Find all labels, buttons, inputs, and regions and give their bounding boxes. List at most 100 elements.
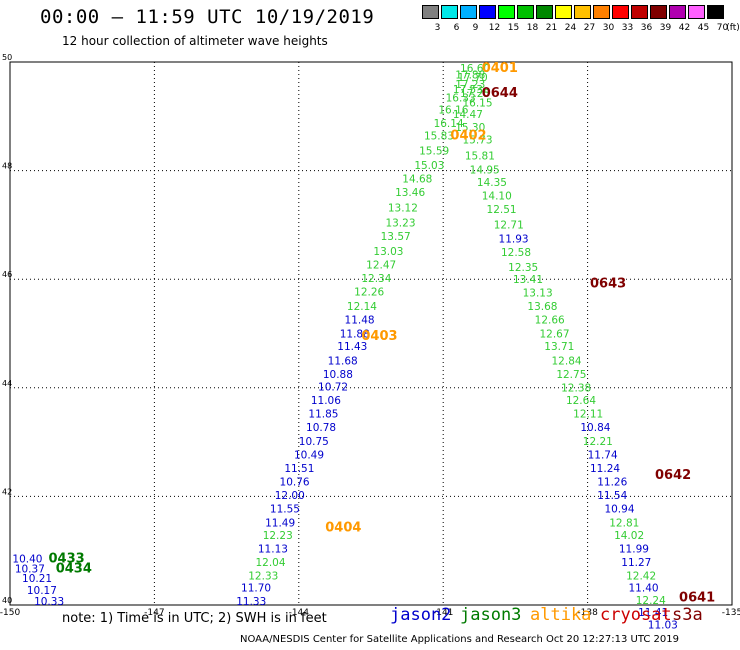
pass-time-label: 0641 bbox=[679, 591, 715, 606]
color-scale-label: 21 bbox=[545, 23, 558, 33]
wave-height-value: 10.94 bbox=[604, 504, 634, 516]
wave-height-value: 13.13 bbox=[523, 288, 553, 300]
color-scale-label: 70 bbox=[716, 23, 729, 33]
color-scale-swatch bbox=[650, 5, 667, 19]
longitude-tick-label: -138 bbox=[577, 608, 598, 618]
color-scale-label: 15 bbox=[507, 23, 520, 33]
wave-height-value: 11.85 bbox=[308, 409, 338, 421]
wave-height-value: 14.35 bbox=[477, 177, 507, 189]
wave-height-value: 11.54 bbox=[597, 490, 627, 502]
wave-height-value: 12.47 bbox=[366, 259, 396, 271]
wave-height-value: 16.16 bbox=[438, 105, 468, 117]
satellite-legend-jason2: jason2 bbox=[390, 605, 452, 625]
wave-height-value: 13.23 bbox=[385, 218, 415, 230]
wave-height-value: 13.03 bbox=[373, 246, 403, 258]
color-scale-swatch bbox=[517, 5, 534, 19]
pass-time-label: 0402 bbox=[450, 129, 486, 144]
wave-height-value: 12.38 bbox=[561, 383, 591, 395]
latitude-tick-label: 48 bbox=[2, 162, 12, 171]
wave-height-value: 15.30 bbox=[455, 122, 485, 134]
latitude-tick-label: 50 bbox=[2, 53, 12, 62]
wave-height-value: 12.51 bbox=[487, 204, 517, 216]
longitude-tick-label: -147 bbox=[144, 608, 164, 618]
wave-height-value: 14.68 bbox=[402, 174, 432, 186]
wave-height-value: 10.84 bbox=[580, 422, 610, 434]
color-scale-label: 33 bbox=[621, 23, 634, 33]
wave-height-value: 12.66 bbox=[535, 315, 565, 327]
wave-height-value: 15.73 bbox=[462, 134, 492, 146]
color-scale-swatch bbox=[460, 5, 477, 19]
wave-height-value: 16.33 bbox=[446, 93, 476, 105]
wave-height-value: 10.72 bbox=[318, 382, 348, 394]
wave-height-value: 11.06 bbox=[311, 395, 341, 407]
wave-height-value: 10.76 bbox=[280, 477, 310, 489]
longitude-tick-label: -144 bbox=[289, 608, 310, 618]
wave-height-value: 12.26 bbox=[354, 286, 384, 298]
wave-height-value: 11.26 bbox=[597, 477, 627, 489]
wave-height-value: 12.23 bbox=[263, 530, 293, 542]
wave-height-value: 12.64 bbox=[566, 395, 596, 407]
latitude-tick-label: 40 bbox=[2, 596, 12, 605]
color-scale-swatch bbox=[631, 5, 648, 19]
wave-height-value: 15.81 bbox=[465, 151, 495, 163]
color-scale-label: 24 bbox=[564, 23, 577, 33]
wave-height-value: 10.49 bbox=[294, 449, 324, 461]
wave-height-value: 17.53 bbox=[453, 84, 483, 96]
wave-height-value: 12.33 bbox=[248, 570, 278, 582]
color-scale-swatch bbox=[422, 5, 439, 19]
longitude-tick-label: -135 bbox=[722, 608, 740, 618]
wave-height-value: 11.48 bbox=[345, 315, 375, 327]
pass-time-label: 0401 bbox=[482, 61, 518, 76]
wave-height-value: 13.12 bbox=[388, 202, 418, 214]
color-scale-label: 36 bbox=[640, 23, 653, 33]
wave-height-value: 12.21 bbox=[583, 436, 613, 448]
wave-height-value: 11.51 bbox=[284, 463, 314, 475]
satellite-legend-jason3: jason3 bbox=[460, 605, 522, 625]
wave-height-value: 12.42 bbox=[626, 570, 656, 582]
wave-height-value: 11.03 bbox=[648, 619, 678, 631]
color-scale-label: 6 bbox=[453, 23, 460, 33]
wave-height-value: 15.59 bbox=[419, 145, 449, 157]
wave-height-value: 17.23 bbox=[455, 79, 485, 91]
pass-time-label: 0644 bbox=[482, 86, 518, 101]
wave-height-value: 10.88 bbox=[323, 369, 353, 381]
wave-height-value: 12.24 bbox=[636, 595, 666, 607]
wave-height-value: 10.75 bbox=[299, 436, 329, 448]
color-scale-label: 45 bbox=[697, 23, 710, 33]
pass-time-label: 0404 bbox=[325, 521, 361, 536]
color-scale-swatch bbox=[441, 5, 458, 19]
color-scale-label: 3 bbox=[434, 23, 441, 33]
wave-height-value: 11.24 bbox=[590, 463, 620, 475]
wave-height-value: 12.58 bbox=[501, 247, 531, 259]
wave-height-value: 16.14 bbox=[434, 118, 464, 130]
satellite-legend-altika: altika bbox=[530, 605, 592, 625]
wave-height-value: 17.70 bbox=[458, 72, 488, 84]
latitude-tick-label: 44 bbox=[2, 379, 12, 388]
pass-time-label: 0433 bbox=[49, 552, 85, 567]
wave-height-value: 10.78 bbox=[306, 422, 336, 434]
wave-height-value: 11.68 bbox=[328, 355, 358, 367]
wave-height-value: 12.75 bbox=[556, 369, 586, 381]
pass-time-label: 0434 bbox=[56, 561, 92, 576]
color-scale-label: 18 bbox=[526, 23, 539, 33]
footer-credit: NOAA/NESDIS Center for Satellite Applica… bbox=[240, 634, 679, 645]
wave-height-value: 11.33 bbox=[236, 596, 266, 608]
wave-height-value: 11.55 bbox=[270, 504, 300, 516]
wave-height-value: 11.27 bbox=[621, 557, 651, 569]
wave-height-value: 14.10 bbox=[482, 190, 512, 202]
wave-height-value: 12.00 bbox=[275, 490, 305, 502]
wave-height-value: 10.37 bbox=[15, 563, 45, 575]
wave-height-value: 11.99 bbox=[619, 543, 649, 555]
color-scale-swatch bbox=[479, 5, 496, 19]
wave-height-value: 11.13 bbox=[258, 543, 288, 555]
color-scale-label: 39 bbox=[659, 23, 672, 33]
wave-height-value: 12.04 bbox=[255, 557, 285, 569]
wave-height-value: 12.81 bbox=[609, 517, 639, 529]
wave-height-value: 13.71 bbox=[544, 341, 574, 353]
wave-height-value: 11.41 bbox=[638, 607, 668, 619]
page-title: 00:00 – 11:59 UTC 10/19/2019 bbox=[40, 6, 375, 28]
wave-height-value: 12.14 bbox=[347, 301, 377, 313]
color-scale-swatch bbox=[574, 5, 591, 19]
wave-height-value: 13.41 bbox=[513, 274, 543, 286]
